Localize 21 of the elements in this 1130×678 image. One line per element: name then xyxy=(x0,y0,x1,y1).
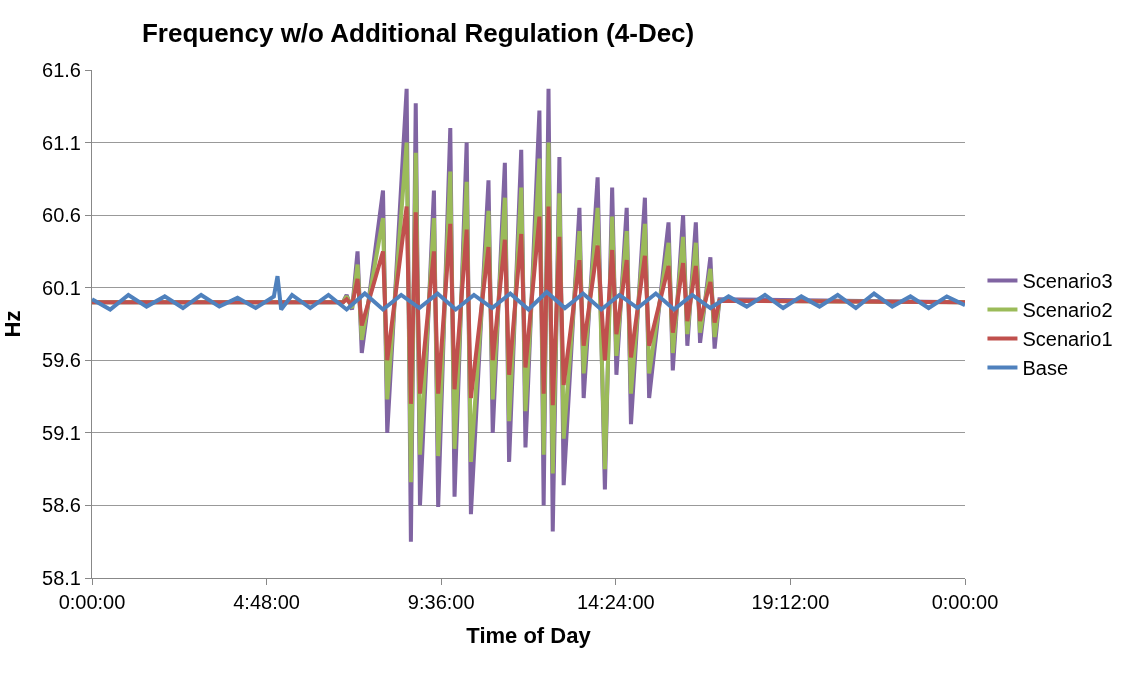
y-tick-label: 58.6 xyxy=(42,494,81,517)
x-axis-title: Time of Day xyxy=(466,622,592,648)
legend-label: Scenario2 xyxy=(1022,299,1113,322)
y-tick-label: 61.6 xyxy=(42,59,81,81)
y-tick-label: 61.1 xyxy=(42,131,81,154)
x-tick-label: 14:24:00 xyxy=(576,591,655,613)
y-axis-title: Hz xyxy=(0,310,25,338)
legend-label: Scenario3 xyxy=(1022,270,1113,293)
legend-label: Scenario1 xyxy=(1022,328,1113,351)
y-tick-label: 60.6 xyxy=(42,204,81,227)
x-tick-label: 9:36:00 xyxy=(407,591,475,613)
y-tick-label: 59.6 xyxy=(42,349,81,372)
x-tick-label: 19:12:00 xyxy=(751,591,830,613)
x-tick-label: 4:48:00 xyxy=(233,591,300,613)
y-tick-label: 58.1 xyxy=(42,567,81,589)
legend-label: Base xyxy=(1022,357,1069,380)
x-tick-label: 0:00:00 xyxy=(58,591,126,613)
y-tick-label: 59.1 xyxy=(42,421,81,444)
y-tick-label: 60.1 xyxy=(42,276,81,299)
x-tick-label: 0:00:00 xyxy=(931,591,999,613)
chart-title: Frequency w/o Additional Regulation (4-Dec) xyxy=(141,17,695,48)
